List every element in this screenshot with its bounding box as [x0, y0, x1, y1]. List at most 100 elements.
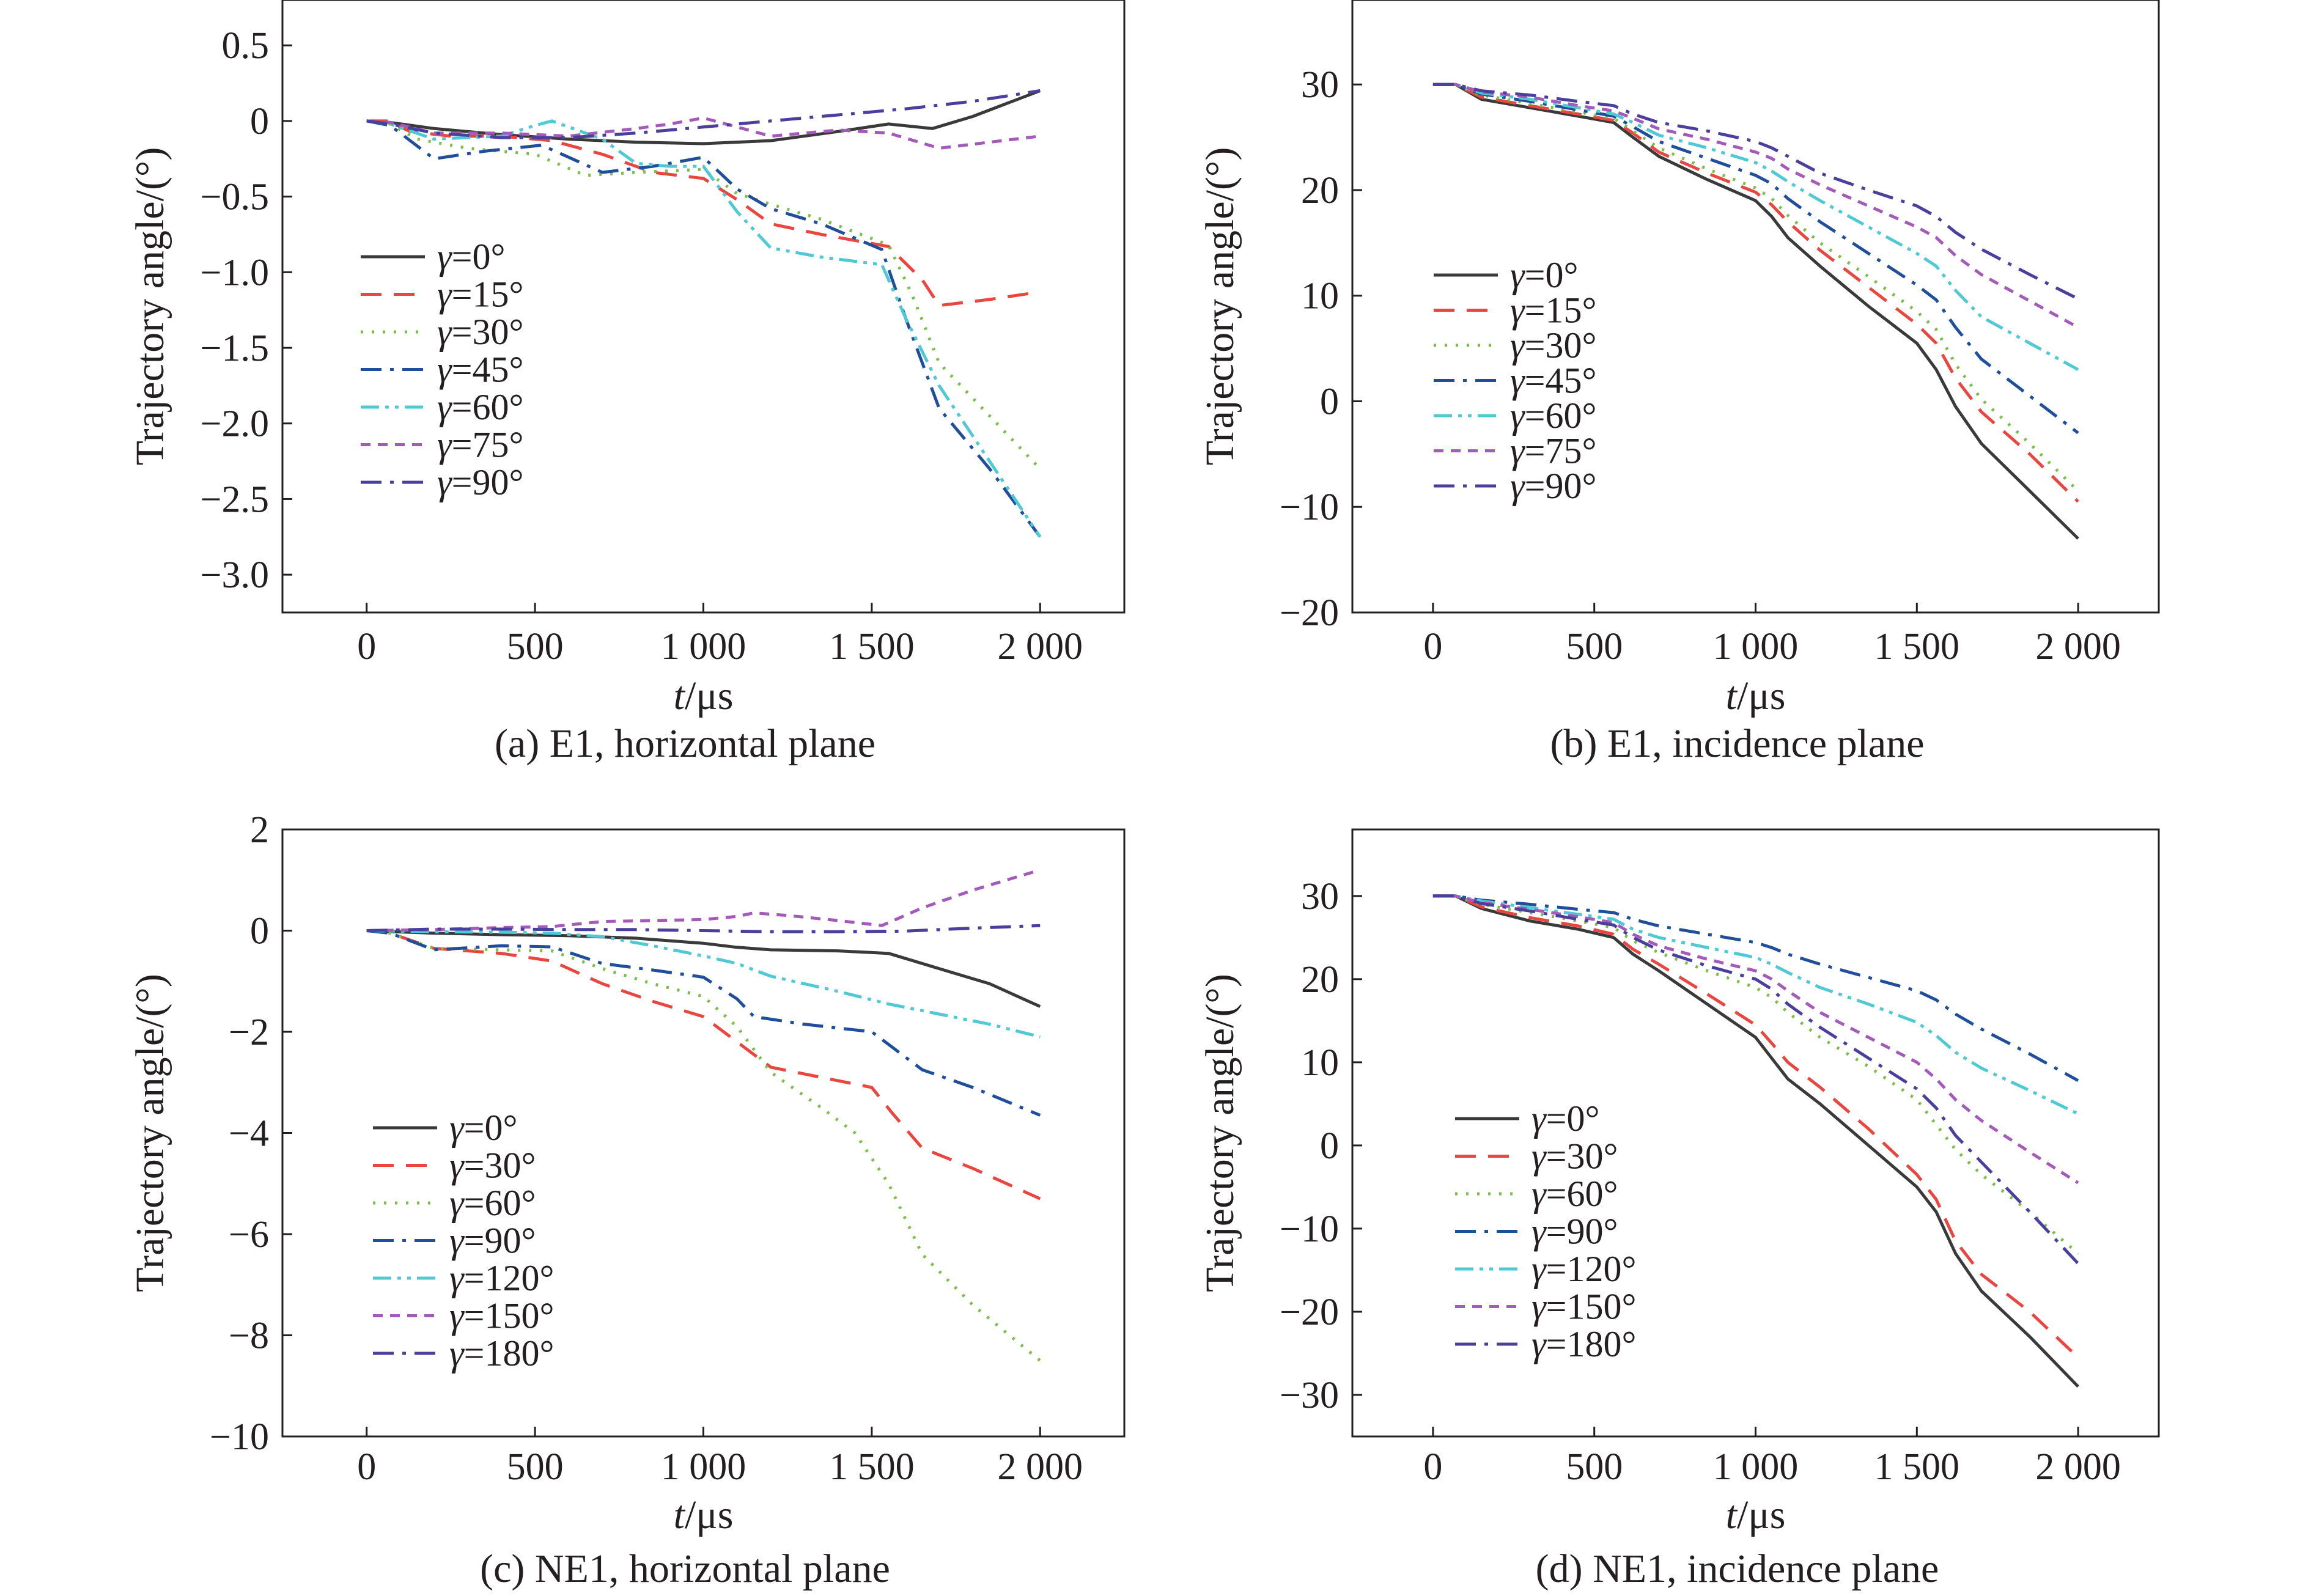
- y-tick-label: 20: [1301, 170, 1339, 211]
- y-tick-label: −4: [229, 1113, 269, 1155]
- series-line-5: [1432, 894, 2079, 1116]
- y-tick-label: 30: [1301, 64, 1339, 106]
- x-tick-label: 2 000: [998, 626, 1083, 667]
- series-line-2: [1432, 83, 2079, 503]
- series-line-6: [1432, 894, 2079, 1185]
- x-axis-title: t/μs: [1726, 1493, 1786, 1537]
- series-line-7: [366, 89, 1041, 139]
- series-line-5: [366, 119, 1042, 538]
- legend-label: γ=90°: [1531, 1212, 1618, 1252]
- series-line-6: [1432, 83, 2079, 329]
- legend-label: γ=60°: [437, 387, 524, 427]
- x-tick-label: 1 000: [1713, 1446, 1799, 1488]
- legend-label: γ=120°: [449, 1258, 555, 1298]
- y-axis-title: Trajectory angle/(°): [1198, 974, 1242, 1292]
- legend-label: γ=60°: [1531, 1174, 1618, 1214]
- x-axis-title: t/μs: [674, 674, 734, 718]
- x-tick-label: 500: [507, 626, 564, 667]
- legend-label: γ=30°: [437, 312, 524, 352]
- legend-label: γ=75°: [437, 425, 524, 465]
- series-line-2: [1432, 894, 2079, 1359]
- panel-caption: (b) E1, incidence plane: [1550, 721, 1924, 766]
- y-tick-label: −0.5: [201, 177, 269, 218]
- series-line-1: [366, 929, 1041, 1008]
- x-tick-label: 1 000: [661, 1446, 746, 1488]
- y-tick-label: −3.0: [201, 554, 269, 596]
- series-line-1: [1432, 83, 2079, 540]
- y-axis-title: Trajectory angle/(°): [128, 974, 172, 1292]
- legend-label: γ=0°: [437, 237, 506, 277]
- legend-label: γ=90°: [437, 462, 524, 502]
- series-line-7: [366, 924, 1041, 933]
- x-tick-label: 2 000: [2035, 626, 2121, 667]
- series-line-1: [366, 89, 1041, 145]
- x-tick-label: 500: [1566, 1446, 1623, 1488]
- y-tick-label: 0.5: [222, 25, 270, 67]
- series-line-3: [1432, 83, 2079, 493]
- y-tick-label: −10: [1280, 487, 1339, 528]
- legend-label: γ=60°: [1510, 395, 1597, 436]
- x-tick-label: 500: [1566, 626, 1623, 667]
- legend-label: γ=180°: [449, 1333, 555, 1374]
- legend-label: γ=30°: [1510, 325, 1597, 366]
- panel-d: 0 500 1 000 1 500 2 000 30 20 10 0 −10 −20 −30 t/μs T…: [1198, 828, 2160, 1591]
- x-tick-label: 1 500: [829, 1446, 915, 1488]
- series-line-4: [366, 929, 1041, 1117]
- panel-caption: (c) NE1, horizontal plane: [480, 1546, 890, 1591]
- series-line-7: [1432, 83, 2079, 301]
- legend-label: γ=180°: [1531, 1324, 1637, 1364]
- series-line-5: [366, 929, 1041, 1039]
- y-tick-label: −1.0: [201, 252, 269, 293]
- series-line-4: [1432, 83, 2079, 435]
- legend-label: γ=30°: [1531, 1136, 1618, 1177]
- series-line-4: [366, 119, 1042, 538]
- x-tick-label: 2 000: [998, 1446, 1083, 1488]
- y-tick-label: −10: [210, 1416, 269, 1458]
- legend-label: γ=75°: [1510, 431, 1597, 471]
- y-tick-label: −30: [1280, 1375, 1339, 1416]
- series-line-3: [366, 119, 1042, 470]
- y-tick-label: −2.5: [201, 479, 269, 520]
- legend-label: γ=90°: [449, 1221, 536, 1261]
- y-axis-title: Trajectory angle/(°): [1198, 147, 1242, 466]
- x-axis-title: t/μs: [674, 1493, 734, 1537]
- legend-label: γ=15°: [437, 274, 524, 315]
- legend-label: γ=90°: [1510, 466, 1597, 506]
- legend-label: γ=150°: [449, 1296, 555, 1336]
- y-tick-label: 0: [250, 911, 269, 952]
- series-line-7: [1432, 894, 2079, 1265]
- x-tick-label: 0: [357, 626, 376, 667]
- panel-caption: (d) NE1, incidence plane: [1536, 1546, 1939, 1591]
- x-tick-label: 2 000: [2035, 1446, 2121, 1488]
- y-tick-label: 0: [250, 101, 269, 142]
- y-tick-label: −20: [1280, 592, 1339, 634]
- panel-b: 0 500 1 000 1 500 2 000 30 20 10 0 −10 −20 t/μs Traj…: [1198, 0, 2160, 766]
- y-tick-label: −6: [229, 1214, 269, 1256]
- y-tick-label: −2: [229, 1012, 269, 1053]
- series-line-1: [1432, 894, 2079, 1388]
- x-tick-label: 1 000: [1713, 626, 1799, 667]
- panel-c: 0 500 1 000 1 500 2 000 2 0 −2 −4 −6 −8 −10 t/μs Traj…: [128, 809, 1126, 1591]
- x-tick-label: 1 500: [1874, 1446, 1960, 1488]
- y-tick-label: 10: [1301, 276, 1339, 317]
- legend-label: γ=60°: [449, 1183, 536, 1223]
- x-tick-label: 0: [357, 1446, 376, 1488]
- y-tick-label: 20: [1301, 959, 1339, 1001]
- x-axis-title: t/μs: [1726, 674, 1786, 718]
- y-tick-label: −1.5: [201, 328, 269, 369]
- panel-a: 0 500 1 000 1 500 2 000 0.5 0 −0.5 −1.0 −1.5 −2.0 −…: [128, 0, 1126, 766]
- legend-label: γ=0°: [1510, 255, 1579, 295]
- legend-label: γ=45°: [1510, 361, 1597, 401]
- x-tick-label: 0: [1423, 1446, 1442, 1488]
- legend-label: γ=45°: [437, 350, 524, 390]
- legend-label: γ=0°: [449, 1108, 518, 1148]
- y-tick-label: 10: [1301, 1042, 1339, 1084]
- legend-label: γ=150°: [1531, 1287, 1637, 1327]
- x-tick-label: 0: [1423, 626, 1442, 667]
- legend-label: γ=0°: [1531, 1098, 1600, 1139]
- y-tick-label: −8: [229, 1315, 269, 1357]
- y-tick-label: 0: [1320, 1125, 1339, 1167]
- y-axis-title: Trajectory angle/(°): [128, 147, 172, 466]
